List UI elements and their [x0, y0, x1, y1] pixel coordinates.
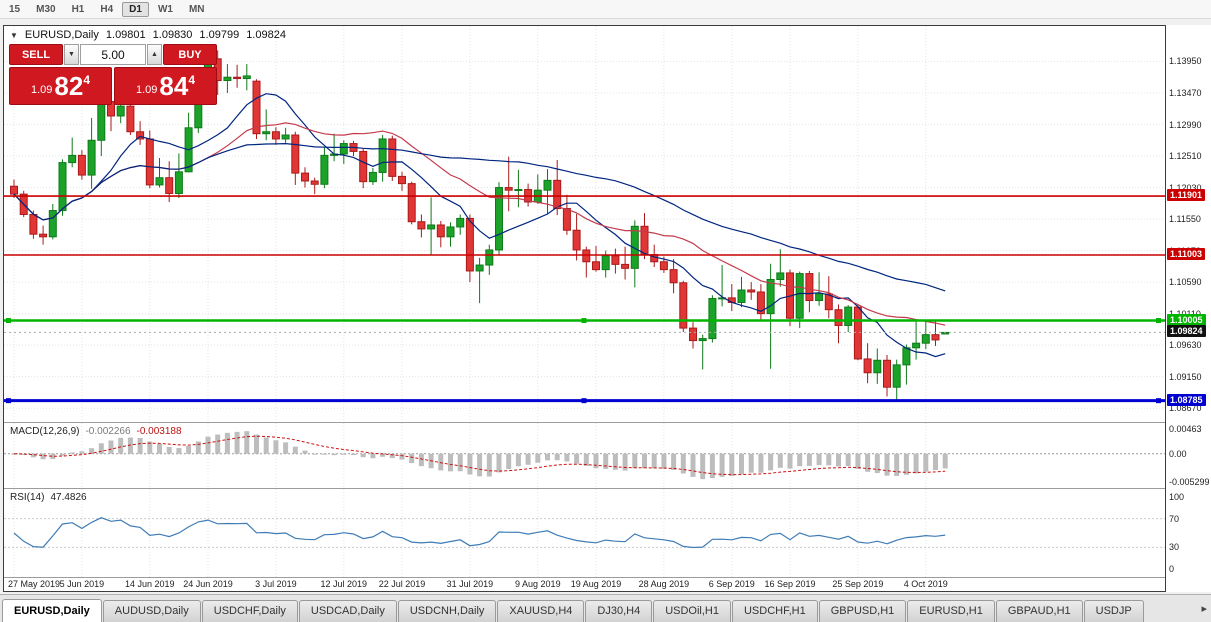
sell-price-button[interactable]: 1.09 82 4 — [9, 67, 112, 105]
pane-separator[interactable] — [4, 577, 1165, 578]
chart-tab-usdoil-h1[interactable]: USDOil,H1 — [653, 600, 731, 622]
buy-price-button[interactable]: 1.09 84 4 — [114, 67, 217, 105]
chart-marker-icon: ▼ — [10, 30, 18, 40]
date-tick: 28 Aug 2019 — [638, 579, 690, 589]
macd-tick: -0.005299 — [1169, 477, 1210, 487]
volume-increase-button[interactable]: ▲ — [147, 44, 162, 65]
timeframe-button-15[interactable]: 15 — [9, 3, 21, 15]
ohlc-open: 1.09801 — [105, 29, 146, 41]
chart-tab-usdjp[interactable]: USDJP — [1083, 600, 1144, 622]
chart-tab-eurusd-h1[interactable]: EURUSD,H1 — [907, 600, 995, 622]
volume-decrease-button[interactable]: ▼ — [64, 44, 79, 65]
date-tick: 3 Jul 2019 — [255, 579, 297, 589]
macd-signal-value: -0.003188 — [136, 426, 182, 437]
tabbar-scroll-right-icon[interactable]: ▸ — [1201, 603, 1207, 615]
rsi-indicator-label: RSI(14) 47.4826 — [10, 492, 87, 503]
buy-price-pips: 84 — [159, 71, 189, 101]
current-price-label: 1.09824 — [1167, 325, 1206, 338]
time-axis[interactable]: 27 May 2019 5 Jun 2019 14 Jun 2019 24 Jun 2… — [4, 578, 1165, 591]
chart-symbol-label: EURUSD,Daily — [24, 29, 99, 41]
price-axis-border — [1165, 26, 1166, 591]
timeframe-button-mn[interactable]: MN — [188, 3, 205, 15]
timeframe-button-d1[interactable]: D1 — [122, 1, 149, 17]
timeframe-toolbar: 15 M30 H1 H4 D1 W1 MN — [0, 0, 1211, 19]
price-tick: 1.10590 — [1169, 277, 1202, 288]
rsi-panel-chart[interactable] — [4, 489, 1165, 577]
date-tick: 16 Sep 2019 — [764, 579, 816, 589]
macd-main-value: -0.002266 — [85, 426, 131, 437]
date-tick: 27 May 2019 — [7, 579, 61, 589]
date-tick: 9 Aug 2019 — [515, 579, 561, 589]
hline-price-label: 1.08785 — [1167, 393, 1206, 406]
date-tick: 19 Aug 2019 — [570, 579, 622, 589]
date-tick: 6 Sep 2019 — [708, 579, 755, 589]
chart-tab-audusd-daily[interactable]: AUDUSD,Daily — [102, 600, 201, 622]
date-tick: 22 Jul 2019 — [378, 579, 426, 589]
price-tick: 1.12990 — [1169, 119, 1202, 130]
chart-tab-dj30-h4[interactable]: DJ30,H4 — [585, 600, 653, 622]
rsi-tick: 30 — [1169, 542, 1180, 553]
hline-price-label: 1.11901 — [1167, 189, 1206, 202]
one-click-trading-panel: SELL ▼ ▲ BUY 1.09 82 4 1.09 84 4 — [9, 44, 217, 105]
date-tick: 25 Sep 2019 — [832, 579, 884, 589]
chart-tab-eurusd-daily[interactable]: EURUSD,Daily — [2, 599, 102, 622]
macd-panel-chart[interactable] — [4, 423, 1165, 488]
ohlc-high: 1.09830 — [152, 29, 193, 41]
date-tick: 24 Jun 2019 — [183, 579, 233, 589]
price-tick: 1.11550 — [1169, 214, 1201, 225]
buy-price-prefix: 1.09 — [135, 84, 158, 96]
date-tick: 4 Oct 2019 — [903, 579, 948, 589]
macd-name: MACD(12,26,9) — [10, 426, 80, 437]
timeframe-button-m30[interactable]: M30 — [36, 3, 56, 15]
pane-separator[interactable] — [4, 488, 1165, 489]
timeframe-button-h1[interactable]: H1 — [71, 3, 85, 15]
price-tick: 1.12030 — [1169, 182, 1202, 193]
price-axis[interactable]: 1.13950 1.13470 1.12990 1.12510 1.12030 1.115… — [1166, 25, 1211, 592]
sell-price-pips: 82 — [54, 71, 84, 101]
chart-tab-gbpusd-h1[interactable]: GBPUSD,H1 — [818, 600, 907, 622]
rsi-name: RSI(14) — [10, 492, 45, 503]
price-tick: 1.12510 — [1169, 151, 1202, 162]
pane-separator[interactable] — [4, 422, 1165, 423]
timeframe-button-w1[interactable]: W1 — [157, 3, 173, 15]
rsi-tick: 100 — [1169, 492, 1185, 502]
volume-input[interactable] — [80, 44, 146, 65]
buy-button[interactable]: BUY — [163, 44, 217, 65]
sell-button[interactable]: SELL — [9, 44, 63, 65]
chart-ohlc-header: ▼ EURUSD,Daily 1.09801 1.09830 1.09799 1… — [10, 29, 286, 41]
rsi-value: 47.4826 — [50, 492, 87, 503]
chart-tab-xauusd-h4[interactable]: XAUUSD,H4 — [497, 600, 585, 622]
rsi-tick: 0 — [1169, 564, 1175, 574]
price-tick: 1.08670 — [1169, 403, 1202, 414]
chart-tab-gbpaud-h1[interactable]: GBPAUD,H1 — [995, 600, 1083, 622]
date-tick: 14 Jun 2019 — [125, 579, 175, 589]
chart-tab-usdcad-daily[interactable]: USDCAD,Daily — [298, 600, 397, 622]
timeframe-button-h4[interactable]: H4 — [100, 3, 114, 15]
buy-price-point: 4 — [188, 73, 196, 87]
price-tick: 1.13470 — [1169, 87, 1202, 98]
sell-price-point: 4 — [83, 73, 91, 87]
date-tick: 5 Jun 2019 — [59, 579, 105, 589]
hline-price-label: 1.10005 — [1167, 313, 1206, 326]
ohlc-low: 1.09799 — [199, 29, 240, 41]
date-tick: 31 Jul 2019 — [446, 579, 494, 589]
macd-indicator-label: MACD(12,26,9) -0.002266 -0.003188 — [10, 426, 182, 437]
ohlc-close: 1.09824 — [246, 29, 286, 41]
macd-tick: 0.00463 — [1169, 424, 1202, 434]
chart-tab-usdchf-daily[interactable]: USDCHF,Daily — [201, 600, 298, 622]
chart-tabbar: EURUSD,Daily AUDUSD,Daily USDCHF,Daily USDC… — [0, 594, 1211, 622]
price-tick: 1.13950 — [1169, 56, 1202, 67]
date-tick: 12 Jul 2019 — [320, 579, 368, 589]
sell-price-prefix: 1.09 — [30, 84, 53, 96]
price-tick: 1.09150 — [1169, 371, 1202, 382]
rsi-tick: 70 — [1169, 513, 1180, 524]
macd-tick: 0.00 — [1169, 448, 1187, 459]
hline-price-label: 1.11003 — [1167, 247, 1206, 260]
chart-tab-usdchf-h1[interactable]: USDCHF,H1 — [731, 600, 818, 622]
chart-tab-usdcnh-daily[interactable]: USDCNH,Daily — [397, 600, 497, 622]
price-tick: 1.09630 — [1169, 340, 1202, 351]
